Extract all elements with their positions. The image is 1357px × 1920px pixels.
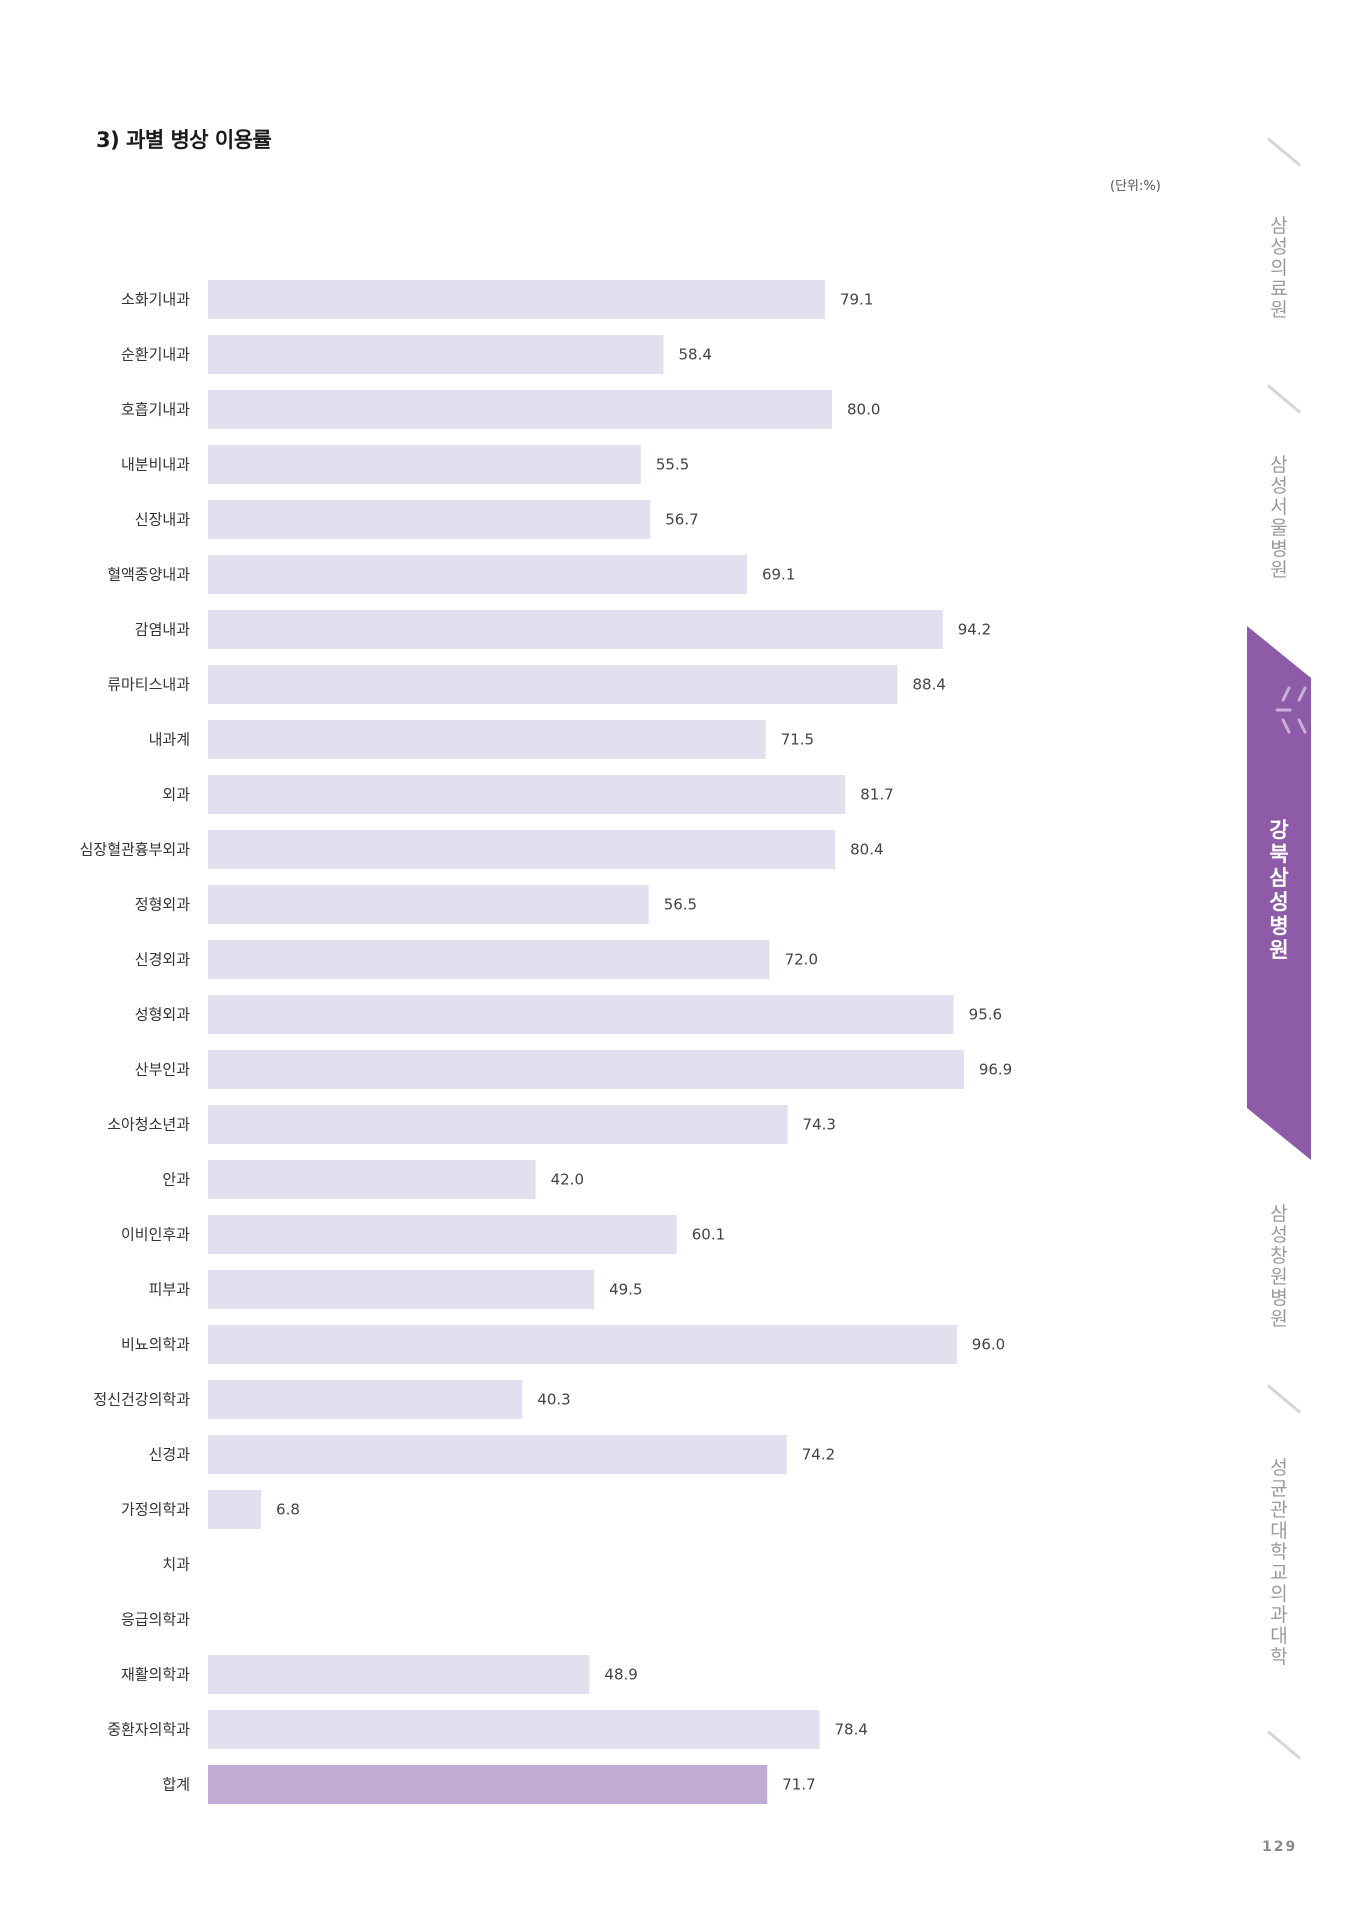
value-label: 96.9 <box>979 1061 1012 1079</box>
category-label: 순환기내과 <box>121 346 190 364</box>
category-label: 정형외과 <box>135 896 190 914</box>
category-label: 내분비내과 <box>121 456 190 474</box>
nav-item-skku-medicine[interactable]: 성균관대학교 의과대학 <box>1270 1457 1288 1668</box>
value-label: 81.7 <box>860 786 893 804</box>
bar <box>208 1710 820 1749</box>
value-label: 80.0 <box>847 401 880 419</box>
category-label: 가정의학과 <box>121 1501 190 1519</box>
value-label: 56.5 <box>664 896 697 914</box>
category-label: 피부과 <box>149 1281 191 1299</box>
category-label: 소아청소년과 <box>107 1116 190 1134</box>
bar <box>208 1655 590 1694</box>
bar <box>208 390 832 429</box>
category-label: 신경과 <box>149 1446 191 1464</box>
value-label: 69.1 <box>762 566 795 584</box>
bar <box>208 665 898 704</box>
bar <box>208 1160 536 1199</box>
bar <box>208 1490 262 1529</box>
category-label: 비뇨의학과 <box>121 1336 190 1354</box>
value-label: 6.8 <box>276 1501 300 1519</box>
value-label: 42.0 <box>551 1171 584 1189</box>
category-label: 정신건강의학과 <box>93 1391 190 1409</box>
total-bar <box>208 1765 768 1804</box>
nav-divider <box>1267 1384 1302 1414</box>
value-label: 60.1 <box>692 1226 725 1244</box>
value-label: 58.4 <box>679 346 712 364</box>
category-label: 성형외과 <box>135 1006 190 1024</box>
nav-divider <box>1267 384 1302 414</box>
category-label: 이비인후과 <box>121 1226 190 1244</box>
page-title: 3) 과별 병상 이용률 <box>96 128 272 152</box>
value-label: 88.4 <box>913 676 946 694</box>
value-label: 49.5 <box>609 1281 642 1299</box>
category-label: 심장혈관흉부외과 <box>80 841 191 859</box>
value-label: 95.6 <box>969 1006 1002 1024</box>
category-label: 외과 <box>162 786 190 804</box>
bar <box>208 995 954 1034</box>
bar <box>208 445 641 484</box>
category-label: 류마티스내과 <box>107 676 190 694</box>
value-label: 56.7 <box>665 511 698 529</box>
category-label: 재활의학과 <box>121 1666 190 1684</box>
category-label: 응급의학과 <box>121 1611 190 1629</box>
value-label: 72.0 <box>785 951 818 969</box>
category-label: 감염내과 <box>135 621 190 639</box>
category-label: 치과 <box>162 1556 190 1574</box>
sparkle-icon <box>1275 686 1307 734</box>
value-label: 74.3 <box>803 1116 836 1134</box>
bar <box>208 1105 788 1144</box>
category-label: 안과 <box>162 1171 190 1189</box>
bar <box>208 830 836 869</box>
value-label: 79.1 <box>840 291 873 309</box>
category-label: 신경외과 <box>135 951 190 969</box>
value-label: 55.5 <box>656 456 689 474</box>
category-label: 신장내과 <box>135 511 190 529</box>
category-label: 호흡기내과 <box>121 401 190 419</box>
nav-divider <box>1267 137 1302 167</box>
category-label: 산부인과 <box>135 1061 190 1079</box>
bar <box>208 280 825 319</box>
unit-label: (단위:%) <box>1110 179 1161 194</box>
value-label: 80.4 <box>850 841 883 859</box>
category-label: 내과계 <box>149 731 190 749</box>
bar <box>208 940 770 979</box>
nav-item-samsung-medical-center[interactable]: 삼성의료원 <box>1270 215 1288 321</box>
bar <box>208 720 766 759</box>
category-label: 중환자의학과 <box>107 1721 190 1739</box>
bar <box>208 1050 964 1089</box>
nav-item-samsung-seoul-hospital[interactable]: 삼성서울병원 <box>1270 454 1288 581</box>
bar-chart: 소화기내과 79.1 순환기내과 58.4 호흡기내과 80.0 내분비내과 55.5 신장내과… <box>80 280 1012 1804</box>
bar <box>208 1435 787 1474</box>
bar <box>208 775 846 814</box>
bar <box>208 1380 523 1419</box>
bar <box>208 1215 677 1254</box>
value-label: 71.7 <box>782 1776 815 1794</box>
category-label: 혈액종양내과 <box>107 566 190 584</box>
nav-item-samsung-changwon-hospital[interactable]: 삼성창원병원 <box>1270 1203 1288 1330</box>
value-label: 96.0 <box>972 1336 1005 1354</box>
bar <box>208 555 747 594</box>
value-label: 40.3 <box>537 1391 570 1409</box>
value-label: 94.2 <box>958 621 991 639</box>
nav-item-kangbuk-samsung-hospital[interactable]: 강북삼성병원 <box>1269 818 1289 962</box>
bar <box>208 610 943 649</box>
page-number: 129 <box>1262 1839 1298 1855</box>
category-label: 합계 <box>162 1776 190 1794</box>
bar <box>208 1270 595 1309</box>
bar <box>208 885 649 924</box>
bar <box>208 335 664 374</box>
value-label: 48.9 <box>604 1666 637 1684</box>
value-label: 78.4 <box>835 1721 868 1739</box>
value-label: 71.5 <box>781 731 814 749</box>
bar <box>208 500 651 539</box>
category-label: 소화기내과 <box>121 291 190 309</box>
bar <box>208 1325 957 1364</box>
nav-divider <box>1267 1730 1302 1760</box>
value-label: 74.2 <box>802 1446 835 1464</box>
nav-active-panel <box>1247 626 1311 1160</box>
